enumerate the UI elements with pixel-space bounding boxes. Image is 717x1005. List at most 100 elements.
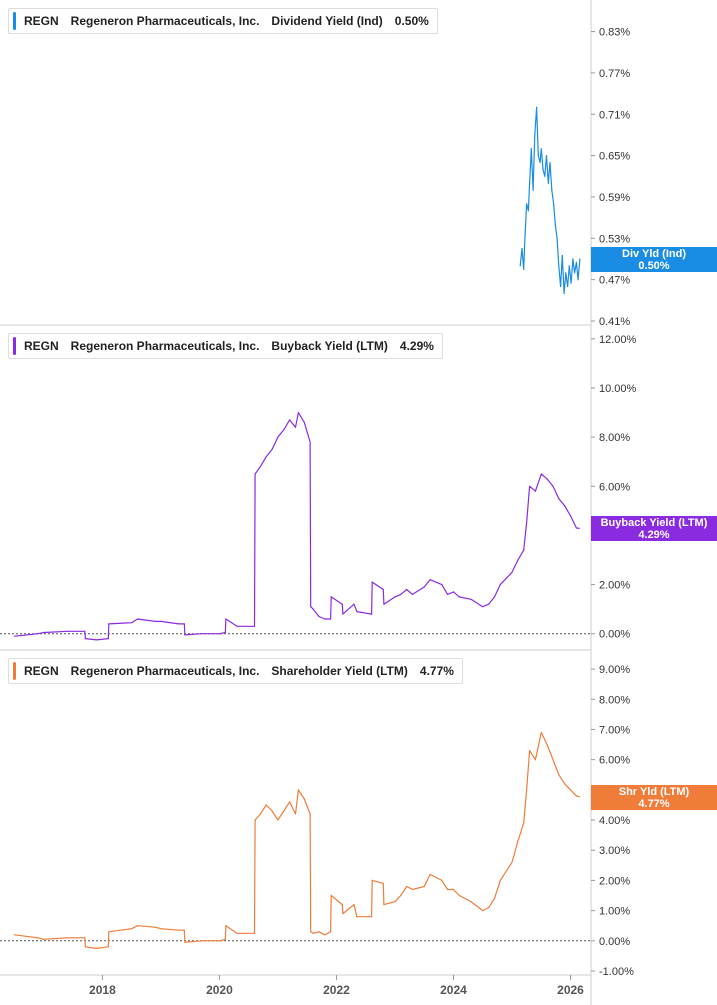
xtick-label: 2020 bbox=[206, 983, 233, 997]
panel-1-data-point bbox=[579, 258, 581, 260]
panel-2-data-point bbox=[452, 591, 455, 593]
panel-3-data-point bbox=[371, 879, 373, 882]
panel-3-data-point bbox=[107, 946, 109, 948]
panel-3-data-point bbox=[154, 926, 156, 928]
panel-2-ytick-label: 6.00% bbox=[599, 481, 630, 493]
panel-1: 0.41% 0.47% 0.53% 0.59% 0.65% 0.71% 0.77% 0.83% bbox=[519, 27, 630, 328]
panel-3-data-point bbox=[309, 813, 311, 815]
panel-2-data-point bbox=[183, 623, 185, 625]
panel-2-data-point bbox=[569, 515, 572, 517]
panel-1-data-point bbox=[527, 210, 530, 212]
panel-2-data-point bbox=[356, 611, 358, 613]
panel-3-data-point bbox=[400, 894, 402, 897]
panel-3-data-point bbox=[297, 789, 299, 791]
panel-2-tag-value: 4.29% bbox=[638, 529, 670, 542]
panel-3-data-point bbox=[353, 904, 355, 906]
panel-1-data-point bbox=[565, 272, 567, 274]
panel-2-legend-swatch bbox=[13, 337, 16, 355]
panel-1-data-point bbox=[560, 285, 562, 288]
panel-2-data-point bbox=[529, 485, 531, 487]
panel-3-data-point bbox=[523, 822, 525, 824]
panel-2-tag-label: Buyback Yield (LTM) bbox=[600, 517, 708, 530]
panel-2-data-point bbox=[225, 618, 227, 620]
panel-2-data-point bbox=[154, 620, 156, 623]
panel-3-data-point bbox=[259, 813, 261, 815]
panel-1-legend-company: Regeneron Pharmaceuticals, Inc. bbox=[70, 14, 260, 28]
panel-1-data-point bbox=[544, 175, 546, 177]
panel-2-data-point bbox=[558, 498, 560, 500]
panel-3-data-point bbox=[534, 759, 537, 761]
panel-3-data-point bbox=[569, 789, 572, 791]
panel-3-data-point bbox=[136, 925, 139, 927]
panel-2-data-point bbox=[540, 473, 542, 475]
panel-2-data-point bbox=[310, 606, 312, 608]
panel-2-data-point bbox=[383, 603, 385, 605]
panel-2-data-point bbox=[441, 584, 443, 586]
panel-2-data-point bbox=[294, 426, 297, 428]
panel-1-legend-value: 0.50% bbox=[394, 14, 429, 28]
panel-2-data-point bbox=[201, 633, 203, 635]
panel-2-ytick-label: 2.00% bbox=[599, 580, 630, 592]
panel-1-data-point bbox=[574, 272, 576, 274]
panel-2-data-point bbox=[66, 630, 68, 632]
panel-2-data-point bbox=[578, 527, 580, 529]
panel-1-legend: REGN Regeneron Pharmaceuticals, Inc. Div… bbox=[8, 8, 438, 34]
panel-3-ytick-label: 2.00% bbox=[599, 875, 630, 887]
panel-3-data-point bbox=[578, 796, 580, 798]
x-axis: 2018 2020 2022 2024 2026 bbox=[89, 975, 584, 997]
panel-2-data-point bbox=[224, 631, 226, 634]
panel-1-data-point bbox=[539, 161, 541, 164]
panel-3-data-point bbox=[575, 795, 578, 797]
panel-2-data-point bbox=[353, 603, 355, 605]
panel-3-data-point bbox=[452, 888, 455, 891]
panel-1-data-point bbox=[536, 106, 538, 108]
panel-3-data-point bbox=[383, 904, 385, 906]
panel-1-data-point bbox=[549, 161, 551, 164]
panel-2-data-point bbox=[564, 505, 566, 507]
panel-3-data-point bbox=[493, 897, 496, 900]
panel-2-data-point bbox=[95, 639, 98, 641]
panel-2-data-point bbox=[107, 638, 109, 640]
panel-3-legend: REGN Regeneron Pharmaceuticals, Inc. Sha… bbox=[8, 658, 463, 684]
panel-3-data-point bbox=[546, 744, 548, 746]
panel-3-data-point bbox=[131, 928, 133, 930]
panel-1-data-point bbox=[526, 203, 528, 205]
panel-1-ytick-label: 0.53% bbox=[599, 233, 630, 245]
panel-2: 0.00%2.00%4.00%6.00%8.00%10.00%12.00% bbox=[0, 334, 637, 641]
panel-3-data-point bbox=[356, 916, 358, 918]
panel-1-ytick-label: 0.65% bbox=[599, 151, 630, 163]
panel-2-data-point bbox=[423, 586, 425, 588]
panel-2-data-point bbox=[289, 419, 291, 421]
panel-1-data-point bbox=[529, 182, 531, 184]
panel-2-ytick-label: 8.00% bbox=[599, 432, 630, 444]
panel-3-data-point bbox=[84, 946, 86, 948]
panel-3-data-point bbox=[218, 940, 220, 942]
panel-2-data-point bbox=[277, 436, 279, 438]
panel-3-data-point bbox=[517, 840, 519, 842]
panel-3-data-point bbox=[458, 894, 460, 897]
panel-1-ytick-label: 0.83% bbox=[599, 27, 630, 39]
panel-2-data-point bbox=[371, 613, 373, 615]
panel-1-legend-swatch bbox=[13, 12, 16, 30]
panel-2-ytick-label: 12.00% bbox=[599, 334, 637, 346]
panel-3-data-point bbox=[37, 937, 39, 939]
panel-1-data-point bbox=[523, 268, 525, 270]
panel-2-data-point bbox=[271, 448, 273, 450]
panel-3-data-point bbox=[318, 931, 320, 933]
panel-1-legend-ticker: REGN bbox=[24, 14, 59, 28]
panel-1-data-point bbox=[568, 265, 570, 267]
panel-3-data-point bbox=[265, 804, 267, 806]
panel-2-data-point bbox=[552, 485, 554, 487]
panel-1-data-point bbox=[545, 155, 548, 157]
panel-3-ytick-label: 1.00% bbox=[599, 906, 630, 918]
panel-2-legend-value: 4.29% bbox=[399, 339, 434, 353]
panel-2-data-point bbox=[236, 625, 238, 627]
panel-3-ytick-label: 4.00% bbox=[599, 815, 630, 827]
panel-1-ytick-label: 0.47% bbox=[599, 275, 630, 287]
panel-2-data-point bbox=[382, 588, 384, 591]
panel-1-tag-value: 0.50% bbox=[638, 259, 670, 272]
panel-2-data-point bbox=[131, 622, 133, 624]
panel-2-data-point bbox=[447, 593, 449, 596]
panel-2-data-point bbox=[406, 588, 408, 591]
panel-2-data-point bbox=[330, 596, 332, 598]
